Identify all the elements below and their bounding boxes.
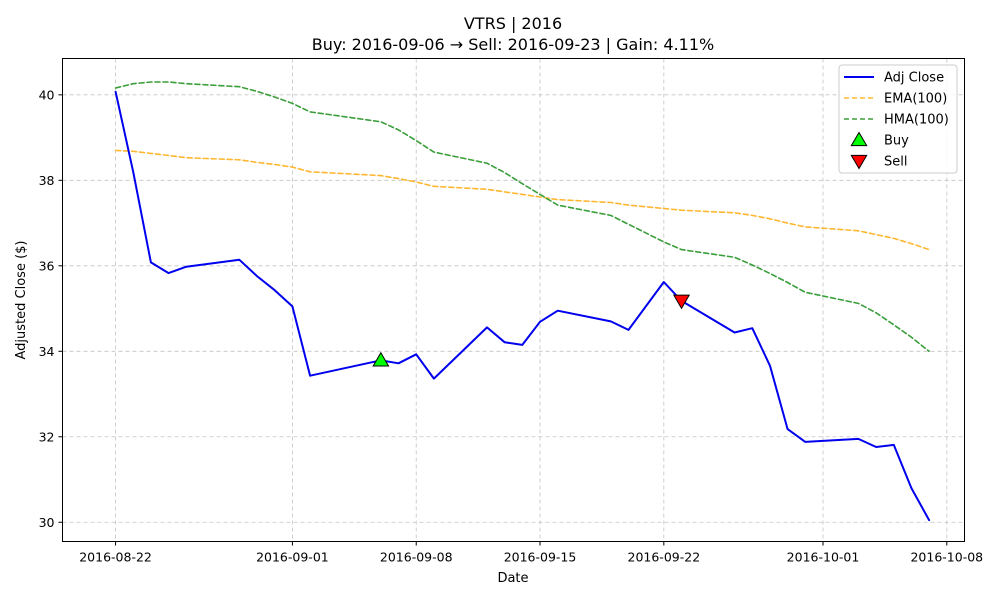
- y-tick-label: 34: [39, 344, 55, 359]
- legend-label: Buy: [884, 134, 909, 149]
- chart-title: VTRS | 2016: [464, 14, 562, 33]
- trade-markers: [372, 294, 691, 367]
- sell-marker: [672, 294, 691, 310]
- legend-marker: [850, 131, 868, 147]
- x-tick-label: 2016-09-15: [504, 550, 577, 565]
- x-tick-label: 2016-10-08: [910, 550, 983, 565]
- series-line-adj-close: [114, 90, 931, 522]
- legend: Adj Close EMA(100) HMA(100) Buy Sell: [838, 64, 958, 174]
- buy-marker: [372, 351, 390, 367]
- legend-box: [838, 64, 958, 174]
- x-tick-label: 2016-09-01: [256, 550, 329, 565]
- chart-subtitle: Buy: 2016-09-06 → Sell: 2016-09-23 | Gai…: [312, 35, 714, 54]
- legend-label: EMA(100): [884, 92, 947, 107]
- x-tick-label: 2016-09-22: [628, 550, 701, 565]
- x-axis-label: Date: [497, 571, 528, 586]
- legend-label: Adj Close: [884, 71, 944, 86]
- y-axis-label: Adjusted Close ($): [14, 241, 29, 360]
- grid-lines: [62, 58, 965, 542]
- x-tick-label: 2016-10-01: [787, 550, 860, 565]
- y-tick-label: 40: [39, 87, 55, 102]
- series-line-ema-100: [114, 149, 930, 251]
- series-lines: [114, 81, 931, 522]
- y-tick-label: 32: [39, 429, 55, 444]
- y-axis-ticks: 30 32 34 36 38 40: [39, 87, 63, 530]
- legend-marker: [850, 154, 868, 170]
- x-axis-ticks: 2016-08-22 2016-09-01 2016-09-08 2016-09-15…: [79, 541, 983, 565]
- legend-label: HMA(100): [884, 113, 949, 128]
- x-tick-label: 2016-09-08: [380, 550, 453, 565]
- y-tick-label: 36: [39, 258, 55, 273]
- y-tick-label: 30: [39, 515, 55, 530]
- y-tick-label: 38: [39, 173, 55, 188]
- x-tick-label: 2016-08-22: [79, 550, 152, 565]
- legend-label: Sell: [884, 155, 907, 170]
- series-line-hma-100: [114, 81, 930, 353]
- plot-frame: [62, 58, 965, 542]
